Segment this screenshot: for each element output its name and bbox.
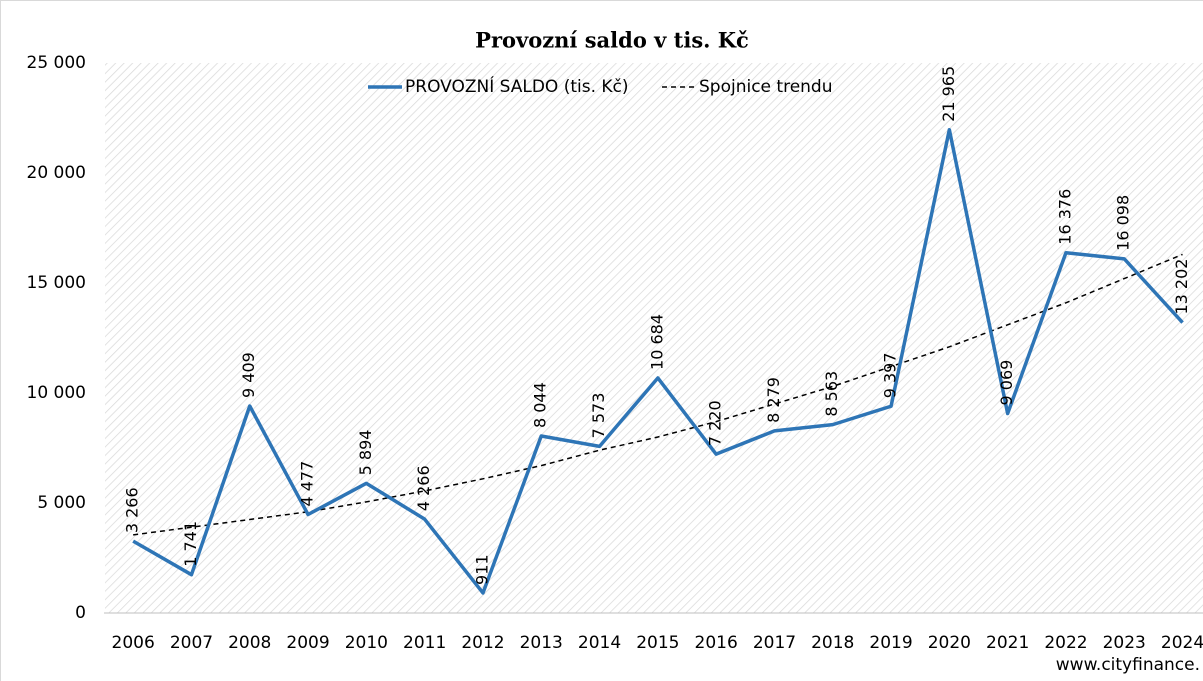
data-label: 911: [472, 554, 491, 585]
x-tick-label: 2022: [1044, 633, 1087, 653]
data-label: 7 220: [706, 400, 725, 446]
x-tick-label: 2023: [1103, 633, 1146, 653]
data-label: 9 409: [239, 352, 258, 398]
data-line: [132, 128, 1184, 595]
x-tick-label: 2007: [170, 633, 213, 653]
data-label: 4 477: [298, 461, 317, 507]
data-label: 8 563: [822, 371, 841, 417]
x-tick-label: 2019: [869, 633, 912, 653]
x-tick-label: 2009: [286, 633, 329, 653]
y-tick-label: 20 000: [27, 163, 86, 183]
source: www.cityfinance.: [1056, 655, 1200, 675]
data-label: 16 376: [1055, 189, 1074, 245]
data-label: 10 684: [647, 314, 666, 370]
x-tick-label: 2021: [986, 633, 1029, 653]
legend-label: PROVOZNÍ SALDO (tis. Kč): [405, 75, 629, 97]
x-tick-label: 2018: [811, 633, 854, 653]
trend-line: [133, 253, 1183, 536]
data-label: 7 573: [589, 393, 608, 439]
x-tick-label: 2013: [520, 633, 563, 653]
x-tick-label: 2006: [112, 633, 155, 653]
y-tick-label: 15 000: [27, 273, 86, 293]
data-label: 9 069: [997, 360, 1016, 406]
x-tick-label: 2020: [928, 633, 971, 653]
plot-area: [105, 63, 1203, 613]
data-label: 1 741: [181, 521, 200, 567]
y-tick-label: 5 000: [37, 493, 86, 513]
y-tick-label: 25 000: [27, 53, 86, 73]
data-label: 8 044: [531, 382, 550, 428]
x-tick-label: 2014: [578, 633, 621, 653]
data-label: 9 397: [881, 352, 900, 398]
x-tick-label: 2011: [403, 633, 446, 653]
y-tick-label: 0: [75, 603, 86, 623]
data-label: 8 279: [764, 377, 783, 423]
x-tick-label: 2016: [695, 633, 738, 653]
data-label: 4 266: [414, 465, 433, 511]
y-tick-label: 10 000: [27, 383, 86, 403]
chart-title: Provozní saldo v tis. Kč: [475, 28, 749, 53]
x-tick-label: 2012: [461, 633, 504, 653]
data-label: 16 098: [1114, 195, 1133, 251]
x-tick-label: 2008: [228, 633, 271, 653]
x-tick-label: 2024: [1161, 633, 1203, 653]
x-tick-label: 2017: [753, 633, 796, 653]
data-label: 13 202: [1172, 259, 1191, 315]
legend-label: Spojnice trendu: [699, 77, 833, 97]
data-label: 21 965: [939, 66, 958, 122]
data-label: 3 266: [123, 487, 142, 533]
x-tick-label: 2010: [345, 633, 388, 653]
data-label: 5 894: [356, 430, 375, 476]
x-tick-label: 2015: [636, 633, 679, 653]
